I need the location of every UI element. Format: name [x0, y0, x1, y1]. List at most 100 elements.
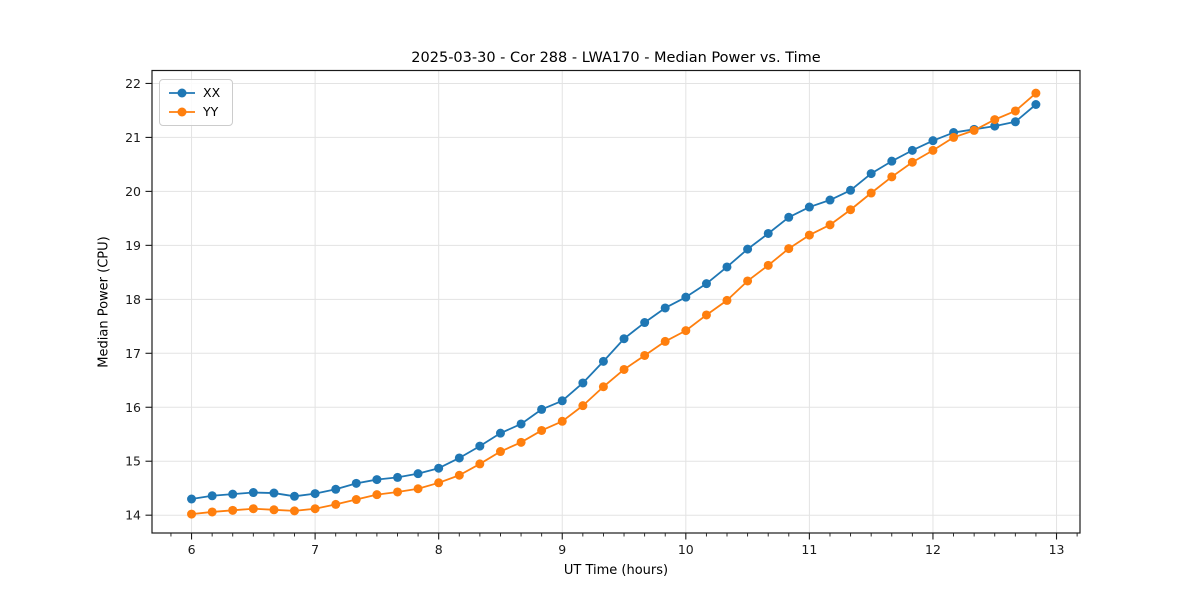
- data-point-xx: [846, 185, 856, 195]
- data-point-yy: [969, 125, 979, 135]
- data-point-xx: [269, 488, 279, 498]
- y-tick-label: 21: [125, 130, 141, 145]
- data-point-yy: [598, 382, 608, 392]
- data-point-xx: [372, 475, 382, 485]
- data-point-xx: [784, 212, 794, 222]
- data-point-xx: [393, 472, 403, 482]
- data-point-yy: [248, 504, 258, 514]
- data-point-xx: [722, 262, 732, 272]
- data-point-yy: [495, 447, 505, 457]
- data-point-yy: [846, 205, 856, 215]
- legend-label-xx: XX: [203, 85, 221, 100]
- data-point-xx: [763, 228, 773, 238]
- data-point-xx: [351, 478, 361, 488]
- data-point-yy: [331, 499, 341, 509]
- data-point-xx: [434, 463, 444, 473]
- data-point-xx: [454, 453, 464, 463]
- y-tick-label: 18: [125, 292, 141, 307]
- data-point-xx: [1010, 117, 1020, 127]
- data-point-yy: [372, 490, 382, 500]
- x-tick-label: 10: [678, 542, 694, 557]
- data-point-yy: [660, 336, 670, 346]
- data-point-yy: [289, 506, 299, 516]
- data-point-xx: [248, 488, 258, 498]
- data-point-xx: [640, 318, 650, 328]
- x-tick-label: 11: [801, 542, 817, 557]
- data-point-yy: [990, 115, 1000, 125]
- data-point-xx: [1031, 100, 1041, 109]
- data-point-yy: [784, 244, 794, 254]
- data-point-yy: [454, 470, 464, 480]
- data-point-yy: [763, 260, 773, 270]
- y-tick-label: 22: [125, 76, 141, 91]
- data-point-yy: [516, 437, 526, 447]
- data-point-yy: [269, 505, 279, 515]
- data-point-xx: [866, 169, 876, 179]
- legend-swatch-yy-icon: [168, 106, 196, 118]
- data-point-yy: [557, 416, 567, 426]
- data-point-yy: [578, 401, 588, 411]
- series-line-yy: [191, 92, 1037, 516]
- data-point-yy: [228, 505, 238, 515]
- data-point-yy: [887, 172, 897, 182]
- plot-border: [151, 69, 1081, 534]
- x-axis-label: UT Time (hours): [563, 563, 669, 578]
- data-point-yy: [949, 132, 959, 142]
- x-tick-label: 6: [188, 542, 196, 557]
- data-point-yy: [681, 326, 691, 336]
- data-point-xx: [310, 489, 320, 499]
- data-point-xx: [187, 494, 197, 504]
- data-point-xx: [516, 419, 526, 429]
- x-tick-label: 7: [311, 542, 319, 557]
- x-tick-label: 8: [435, 542, 443, 557]
- data-point-xx: [578, 378, 588, 388]
- data-point-yy: [351, 495, 361, 505]
- data-point-xx: [537, 404, 547, 414]
- x-tick-label: 9: [558, 542, 566, 557]
- data-point-xx: [557, 396, 567, 406]
- data-point-xx: [289, 491, 299, 501]
- legend-entry-xx: XX: [168, 85, 220, 101]
- data-point-yy: [434, 478, 444, 488]
- data-point-xx: [681, 292, 691, 302]
- legend-entry-yy: YY: [168, 104, 220, 120]
- legend: XX YY: [159, 79, 234, 126]
- data-point-xx: [598, 356, 608, 366]
- y-tick-label: 19: [125, 238, 141, 253]
- data-point-xx: [228, 489, 238, 499]
- data-point-yy: [825, 220, 835, 230]
- data-point-xx: [701, 279, 711, 289]
- data-point-xx: [990, 121, 1000, 131]
- data-point-xx: [804, 202, 814, 212]
- data-point-yy: [804, 230, 814, 240]
- data-point-yy: [207, 507, 217, 517]
- data-point-yy: [743, 276, 753, 286]
- data-point-xx: [413, 469, 423, 479]
- y-tick-label: 16: [125, 400, 141, 415]
- data-point-yy: [187, 509, 197, 519]
- data-point-xx: [743, 244, 753, 254]
- data-point-yy: [701, 310, 711, 320]
- x-tick-label: 13: [1049, 542, 1065, 557]
- data-point-xx: [825, 195, 835, 205]
- data-point-xx: [907, 145, 917, 155]
- data-point-yy: [413, 484, 423, 494]
- data-point-yy: [475, 459, 485, 469]
- data-point-yy: [1010, 106, 1020, 116]
- legend-swatch-xx-icon: [168, 87, 196, 99]
- data-point-xx: [495, 428, 505, 438]
- data-point-yy: [537, 425, 547, 435]
- data-point-yy: [928, 145, 938, 155]
- data-point-xx: [207, 491, 217, 501]
- data-point-xx: [331, 484, 341, 494]
- data-point-yy: [722, 295, 732, 305]
- data-point-yy: [907, 157, 917, 167]
- data-point-yy: [310, 504, 320, 514]
- y-axis-label: Median Power (CPU): [96, 236, 112, 368]
- data-point-yy: [619, 364, 629, 374]
- y-tick-label: 17: [125, 346, 141, 361]
- legend-label-yy: YY: [203, 104, 219, 119]
- y-tick-label: 15: [125, 454, 141, 469]
- x-tick-label: 12: [925, 542, 941, 557]
